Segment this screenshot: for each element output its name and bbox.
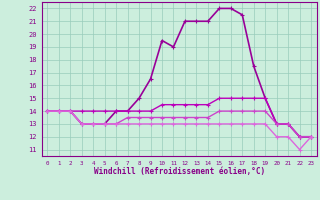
X-axis label: Windchill (Refroidissement éolien,°C): Windchill (Refroidissement éolien,°C) (94, 167, 265, 176)
